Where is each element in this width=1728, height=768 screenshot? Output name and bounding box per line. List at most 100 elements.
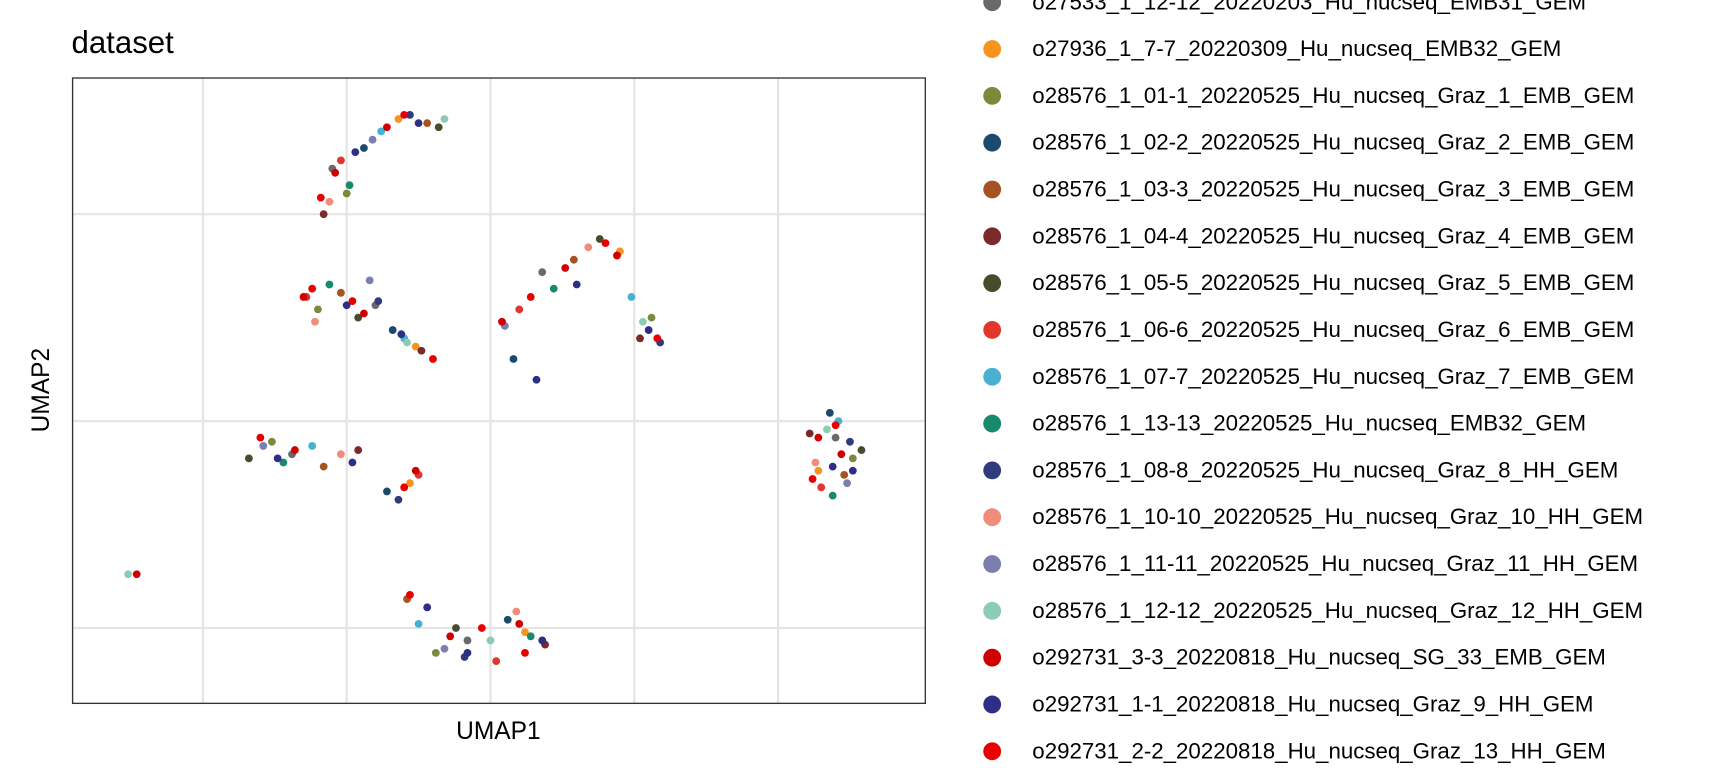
legend-label: o292731_1-1_20220818_Hu_nucseq_Graz_9_HH… bbox=[1032, 691, 1593, 716]
legend-marker bbox=[983, 742, 1002, 761]
point bbox=[837, 450, 846, 459]
point bbox=[521, 648, 529, 657]
point bbox=[431, 648, 440, 657]
point bbox=[636, 334, 644, 343]
point bbox=[414, 619, 423, 628]
legend-marker bbox=[983, 227, 1002, 246]
point bbox=[331, 168, 340, 177]
point bbox=[526, 632, 535, 641]
point bbox=[279, 458, 288, 467]
legend-label: o28576_1_10-10_20220525_Hu_nucseq_Graz_1… bbox=[1032, 504, 1643, 529]
point bbox=[348, 458, 357, 467]
legend-label: o292731_3-3_20220818_Hu_nucseq_SG_33_EMB… bbox=[1032, 645, 1606, 670]
legend-label: o28576_1_12-12_20220525_Hu_nucseq_Graz_1… bbox=[1032, 598, 1643, 623]
point bbox=[532, 375, 541, 384]
point bbox=[526, 293, 535, 301]
point bbox=[831, 433, 840, 442]
point bbox=[351, 148, 360, 157]
point bbox=[325, 280, 334, 289]
point bbox=[377, 127, 386, 136]
legend-label: o28576_1_03-3_20220525_Hu_nucseq_Graz_3_… bbox=[1032, 176, 1634, 201]
point bbox=[463, 648, 472, 657]
legend-label: o28576_1_01-1_20220525_Hu_nucseq_Graz_1_… bbox=[1032, 83, 1634, 108]
point bbox=[319, 462, 328, 471]
point bbox=[308, 442, 317, 450]
point bbox=[811, 458, 820, 467]
point bbox=[354, 313, 363, 322]
point bbox=[647, 313, 656, 322]
point bbox=[549, 284, 558, 293]
point bbox=[440, 115, 449, 123]
point bbox=[394, 495, 403, 504]
point bbox=[627, 293, 636, 301]
point bbox=[538, 268, 547, 277]
point bbox=[843, 479, 851, 488]
legend-marker bbox=[983, 414, 1002, 433]
point bbox=[440, 644, 449, 653]
point bbox=[368, 135, 377, 144]
point bbox=[406, 110, 414, 119]
point bbox=[397, 330, 406, 339]
point bbox=[828, 462, 837, 471]
point bbox=[311, 317, 319, 326]
point bbox=[417, 346, 426, 355]
point bbox=[319, 210, 328, 219]
point bbox=[400, 110, 409, 119]
legend-label: o27936_1_7-7_20220309_Hu_nucseq_EMB32_GE… bbox=[1032, 36, 1561, 61]
point bbox=[572, 280, 581, 289]
point bbox=[638, 317, 647, 326]
point bbox=[848, 466, 857, 475]
point bbox=[521, 628, 529, 637]
point bbox=[452, 624, 460, 632]
point bbox=[492, 657, 501, 666]
point bbox=[817, 483, 826, 492]
point bbox=[423, 603, 432, 612]
points bbox=[124, 110, 866, 666]
point bbox=[840, 471, 849, 479]
legend-label: o27533_1_12-12_20220203_Hu_nucseq_EMB31_… bbox=[1032, 0, 1586, 14]
point bbox=[512, 607, 521, 616]
point bbox=[477, 624, 486, 632]
legend-label: o28576_1_02-2_20220525_Hu_nucseq_Graz_2_… bbox=[1032, 130, 1634, 155]
legend-label: o28576_1_07-7_20220525_Hu_nucseq_Graz_7_… bbox=[1032, 364, 1634, 389]
point bbox=[653, 334, 662, 343]
point bbox=[244, 454, 253, 463]
legend-marker bbox=[983, 461, 1002, 480]
point bbox=[337, 450, 345, 459]
point bbox=[857, 446, 866, 454]
point bbox=[814, 433, 823, 442]
point bbox=[515, 305, 524, 314]
point bbox=[124, 570, 132, 579]
point bbox=[846, 437, 854, 446]
point bbox=[463, 636, 472, 645]
grid bbox=[72, 78, 926, 704]
point bbox=[515, 619, 524, 628]
point bbox=[486, 636, 495, 645]
point bbox=[569, 255, 578, 264]
point bbox=[348, 297, 357, 305]
point bbox=[601, 239, 610, 248]
legend-label: o28576_1_08-8_20220525_Hu_nucseq_Graz_8_… bbox=[1032, 457, 1618, 482]
legend-marker bbox=[983, 0, 1002, 12]
point bbox=[414, 119, 423, 128]
point bbox=[403, 338, 411, 347]
point bbox=[314, 305, 322, 314]
point bbox=[446, 632, 455, 641]
point bbox=[831, 421, 840, 430]
chart-title: dataset bbox=[71, 25, 174, 60]
legend-label: o28576_1_05-5_20220525_Hu_nucseq_Graz_5_… bbox=[1032, 270, 1634, 295]
point bbox=[132, 570, 141, 579]
point bbox=[848, 454, 857, 463]
point bbox=[509, 355, 518, 363]
point bbox=[823, 425, 831, 434]
point bbox=[411, 342, 420, 351]
point bbox=[498, 317, 506, 326]
point bbox=[374, 297, 383, 305]
legend-label: o28576_1_04-4_20220525_Hu_nucseq_Graz_4_… bbox=[1032, 223, 1634, 248]
point bbox=[561, 264, 570, 272]
point bbox=[406, 479, 414, 488]
point bbox=[423, 119, 432, 128]
legend-label: o28576_1_11-11_20220525_Hu_nucseq_Graz_1… bbox=[1032, 551, 1638, 576]
